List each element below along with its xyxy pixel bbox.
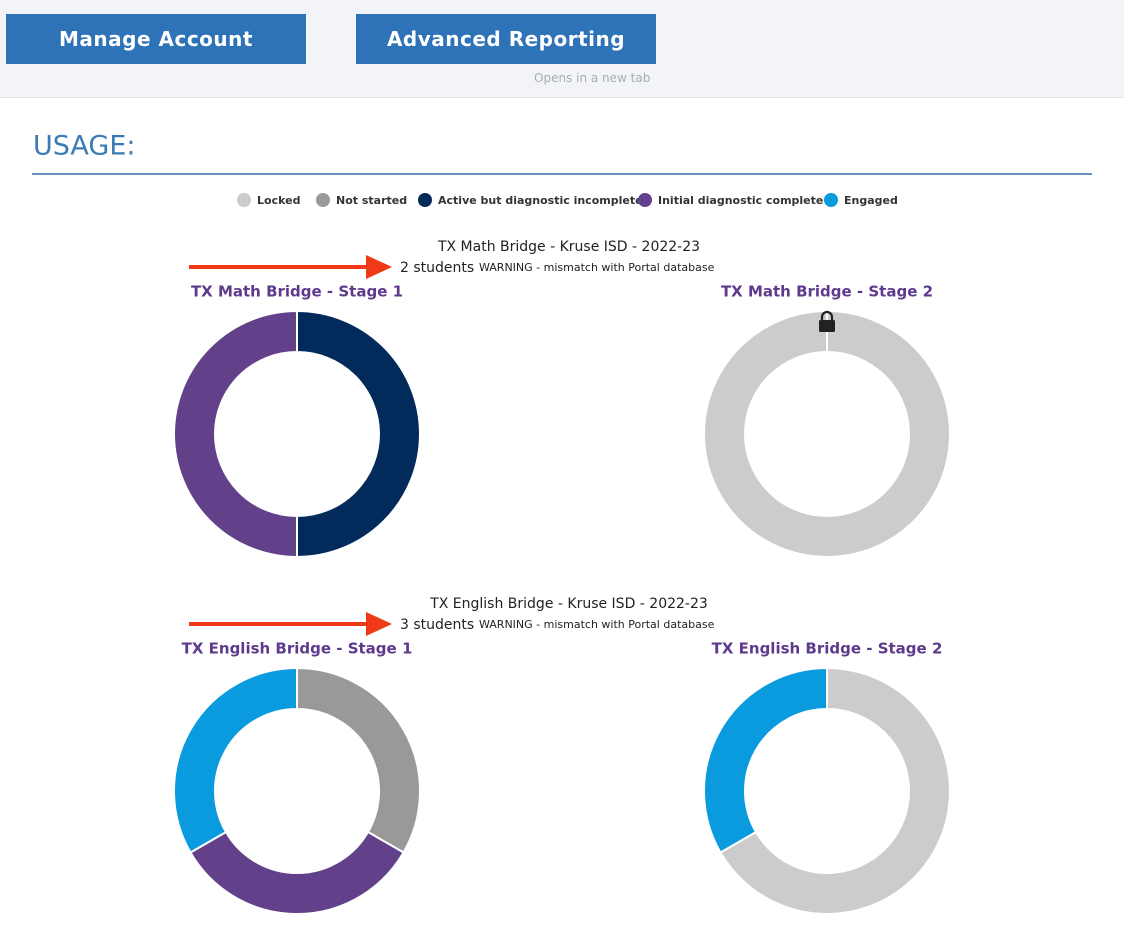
donut-segment [189,830,405,915]
student-count: 3 students [400,617,474,633]
legend-item: Initial diagnostic complete [638,193,823,207]
donut-segment [173,666,298,854]
manage-account-button[interactable]: Manage Account [6,14,306,64]
legend-item: Active but diagnostic incomplete [418,193,643,207]
legend-swatch [638,193,652,207]
donut-segment [703,666,828,854]
donut-segment [703,309,951,559]
donut-segment [173,309,298,559]
legend-label: Locked [257,194,300,207]
new-tab-note: Opens in a new tab [534,71,651,85]
chart-title: TX Math Bridge - Stage 2 [721,283,933,301]
donut-segment [719,666,951,915]
legend-swatch [237,193,251,207]
legend-label: Engaged [844,194,898,207]
donut-segment [296,309,421,559]
chart-title: TX English Bridge - Stage 2 [712,640,943,658]
usage-title: USAGE: [33,131,135,162]
section-title: TX English Bridge - Kruse ISD - 2022-23 [429,596,708,612]
student-count: 2 students [400,260,474,276]
advanced-reporting-button[interactable]: Advanced Reporting [356,14,656,64]
lock-shackle [820,310,834,321]
section-title: TX Math Bridge - Kruse ISD - 2022-23 [437,239,700,255]
legend-swatch [824,193,838,207]
arrow-head [366,612,392,636]
legend-label: Not started [336,194,407,207]
warning: WARNING - mismatch with Portal database [479,618,715,631]
chart-title: TX Math Bridge - Stage 1 [191,283,403,301]
warning: WARNING - mismatch with Portal database [479,261,715,274]
legend-label: Initial diagnostic complete [658,194,823,207]
arrow-head [366,255,392,279]
chart-title: TX English Bridge - Stage 1 [182,640,413,658]
legend-item: Locked [237,193,300,207]
legend-item: Not started [316,193,407,207]
legend-swatch [418,193,432,207]
legend-label: Active but diagnostic incomplete [438,194,643,207]
legend-swatch [316,193,330,207]
header: Manage Account Advanced Reporting Opens … [0,0,1124,98]
donut-segment [296,666,421,854]
lock-body [819,320,835,332]
legend-item: Engaged [824,193,898,207]
